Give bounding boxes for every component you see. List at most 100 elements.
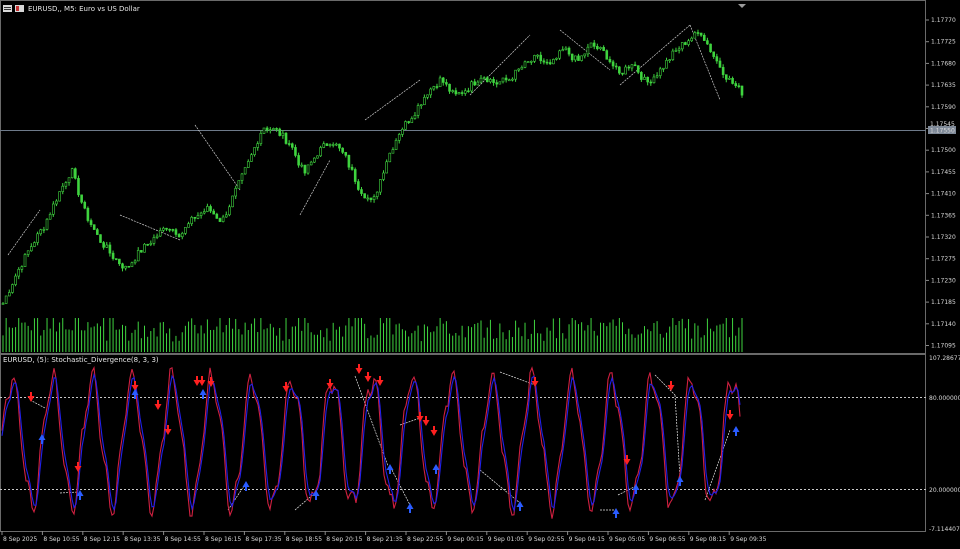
indicator-tick-label: 80.000000 — [929, 395, 960, 402]
candle-body — [171, 229, 175, 231]
candle-body — [599, 47, 602, 50]
candle-body — [662, 67, 665, 70]
candle-body — [58, 191, 61, 202]
price-tick-label: 1.17185 — [931, 299, 956, 306]
time-tick-label: 9 Sep 02:55 — [528, 536, 564, 543]
candle-body — [614, 65, 618, 68]
candle-body — [709, 43, 712, 53]
candle-body — [206, 206, 209, 212]
trend-line[interactable] — [619, 24, 691, 86]
candle-body — [325, 143, 329, 146]
candle-body — [300, 164, 304, 167]
candle-body — [294, 147, 297, 156]
candle-body — [363, 193, 366, 199]
candle-body — [706, 40, 709, 45]
trend-line[interactable] — [299, 159, 331, 216]
candle-body — [83, 201, 87, 209]
candle-body — [473, 81, 477, 86]
candle-body — [158, 230, 162, 237]
candle-body — [404, 121, 407, 130]
candlesticks — [1, 29, 744, 305]
candle-body — [17, 268, 21, 277]
candle-body — [250, 154, 253, 162]
divergence-line — [674, 394, 681, 479]
candle-body — [728, 78, 731, 80]
indicator-tick-label: 20.000000 — [929, 487, 960, 494]
candle-body — [243, 167, 247, 175]
bearish-arrow-icon — [282, 386, 290, 392]
time-tick-label: 9 Sep 06:55 — [649, 536, 685, 543]
candle-body — [489, 79, 492, 83]
candle-body — [577, 55, 580, 61]
trend-line[interactable] — [194, 124, 241, 191]
candle-body — [287, 143, 291, 145]
candle-body — [674, 49, 678, 52]
trend-line[interactable] — [7, 209, 41, 256]
candle-body — [105, 244, 109, 248]
candle-body — [567, 47, 571, 55]
candle-body — [602, 47, 605, 51]
trend-line[interactable] — [559, 29, 611, 71]
candle-body — [118, 258, 121, 265]
candle-body — [335, 143, 338, 146]
candle-body — [127, 265, 131, 268]
divergence-line — [654, 374, 676, 396]
candle-body — [536, 54, 539, 57]
bearish-arrow-icon — [364, 376, 372, 382]
time-tick-label: 9 Sep 04:15 — [569, 536, 605, 543]
candle-body — [165, 227, 168, 230]
candle-body — [70, 168, 74, 179]
candle-body — [231, 195, 234, 208]
candle-body — [435, 86, 439, 88]
candle-body — [668, 59, 671, 62]
candle-body — [111, 252, 115, 259]
bearish-arrow-icon — [74, 466, 82, 472]
candle-body — [391, 149, 395, 154]
candle-body — [382, 172, 385, 180]
candle-body — [341, 147, 344, 153]
bullish-arrow-icon — [199, 389, 207, 395]
bearish-arrow-icon — [430, 430, 438, 436]
time-tick-label: 9 Sep 00:15 — [447, 536, 483, 543]
bullish-arrow-icon — [612, 508, 620, 514]
candle-body — [429, 88, 432, 96]
candle-body — [212, 210, 215, 215]
time-tick-label: 8 Sep 2025 — [3, 536, 37, 543]
candle-body — [124, 265, 127, 269]
candle-body — [633, 64, 637, 67]
candle-body — [687, 40, 690, 45]
candle-body — [350, 166, 354, 170]
bearish-arrow-icon — [623, 459, 631, 465]
candle-body — [548, 62, 552, 65]
candle-body — [278, 128, 282, 136]
candle-body — [555, 57, 558, 60]
candle-body — [401, 129, 404, 135]
candle-body — [605, 50, 609, 60]
time-tick-label: 9 Sep 01:05 — [488, 536, 524, 543]
scroll-marker-icon[interactable] — [738, 4, 746, 8]
candle-body — [259, 133, 263, 144]
indicator-title: EURUSD, (5): Stochastic_Divergence(8, 3,… — [3, 356, 159, 364]
stochastic-signal-line — [1, 372, 741, 513]
candle-body — [64, 182, 68, 187]
trend-line[interactable] — [364, 79, 421, 121]
candle-body — [146, 243, 149, 246]
candle-body — [385, 161, 388, 174]
trend-line[interactable] — [119, 214, 181, 241]
candle-body — [441, 77, 445, 83]
trend-line[interactable] — [469, 34, 531, 96]
candle-body — [322, 143, 326, 148]
candle-body — [721, 67, 725, 75]
candle-body — [316, 155, 319, 159]
divergence-line — [391, 469, 411, 506]
price-tick-label: 1.17410 — [931, 191, 956, 198]
bearish-arrow-icon — [326, 383, 334, 389]
candle-body — [646, 76, 649, 83]
candle-body — [121, 263, 124, 269]
time-tick-label: 8 Sep 13:35 — [124, 536, 160, 543]
candle-body — [26, 250, 30, 255]
bearish-arrow-icon — [193, 380, 201, 386]
chart-header: EURUSD,, M5: Euro vs US Dollar — [3, 5, 140, 13]
